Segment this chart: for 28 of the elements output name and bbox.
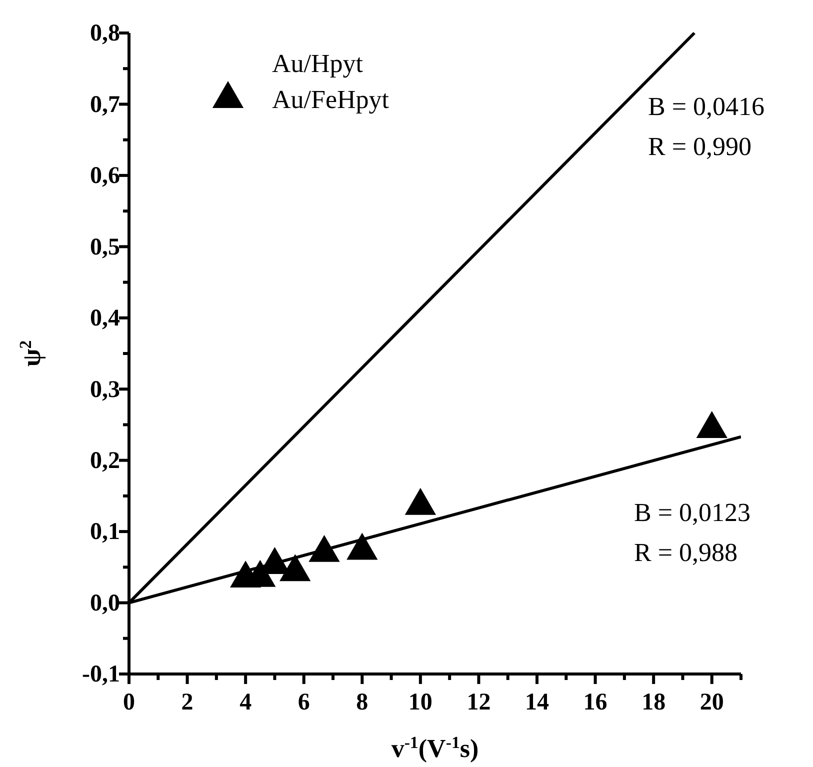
annotation: R = 0,988 <box>634 538 738 567</box>
x-tick-label: 6 <box>298 689 310 716</box>
y-tick-label: 0,2 <box>90 448 120 474</box>
x-tick-label: 2 <box>181 689 194 716</box>
y-tick-label: 0,0 <box>90 590 120 616</box>
x-tick-label: 10 <box>408 689 432 716</box>
y-tick-label: 0,1 <box>90 519 120 546</box>
x-tick-label: 12 <box>466 689 491 716</box>
annotation: B = 0,0416 <box>648 92 765 121</box>
y-tick-label: -0,1 <box>82 662 120 688</box>
y-tick-label: 0,8 <box>90 20 120 47</box>
y-tick-label: 0,3 <box>90 376 120 403</box>
y-tick-label: 0,4 <box>90 306 120 332</box>
annotation: B = 0,0123 <box>634 498 751 527</box>
legend-label: Au/Hpyt <box>272 49 364 78</box>
x-tick-label: 18 <box>642 689 666 716</box>
x-tick-label: 0 <box>123 689 135 716</box>
y-tick-label: 0,7 <box>90 92 120 118</box>
annotation: R = 0,990 <box>648 132 752 161</box>
x-tick-label: 8 <box>356 689 368 716</box>
x-tick-label: 4 <box>240 689 252 716</box>
x-tick-label: 16 <box>583 689 608 716</box>
y-tick-label: 0,5 <box>90 234 120 260</box>
x-tick-label: 14 <box>525 689 549 716</box>
y-tick-label: 0,6 <box>90 163 120 190</box>
x-tick-label: 20 <box>700 689 724 716</box>
x-axis-title: v$^{-1}$(V$^{-1}$s) <box>391 732 479 763</box>
legend-label: Au/FeHpyt <box>272 85 390 114</box>
